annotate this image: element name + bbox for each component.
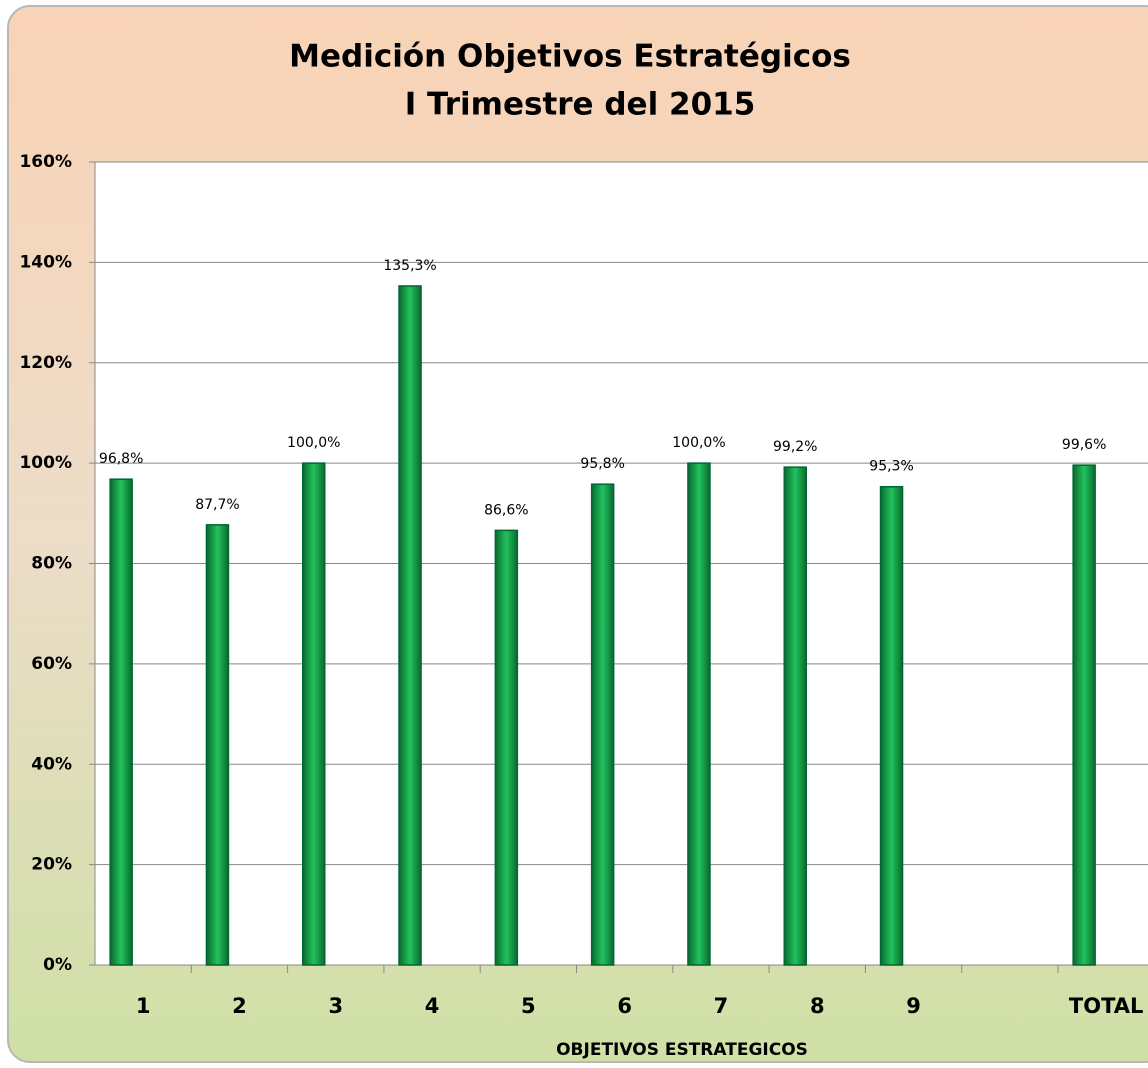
x-tick-label: 3 — [328, 994, 343, 1018]
bar — [398, 285, 422, 966]
data-label: 96,8% — [99, 451, 143, 467]
data-label: 87,7% — [195, 497, 239, 513]
y-tick-label: 40% — [31, 754, 72, 774]
y-tick-label: 140% — [19, 252, 72, 272]
bar — [205, 524, 230, 966]
bar — [687, 462, 711, 966]
bar — [879, 485, 904, 966]
y-tick-label: 160% — [19, 152, 72, 172]
x-tick-label: 4 — [425, 994, 440, 1018]
y-tick-label: 20% — [31, 855, 72, 875]
x-tick-label: 1 — [136, 994, 151, 1018]
x-tick-label: TOTAL — [1069, 994, 1144, 1018]
y-tick-label: 80% — [31, 554, 72, 574]
data-label: 100,0% — [672, 435, 725, 451]
bar — [590, 483, 615, 966]
y-tick-label: 100% — [19, 453, 72, 473]
data-label: 95,3% — [869, 459, 913, 475]
data-label: 86,6% — [484, 502, 528, 518]
data-label: 135,3% — [383, 258, 436, 274]
x-tick-label: 6 — [617, 994, 632, 1018]
data-label: 99,6% — [1062, 437, 1106, 453]
y-tick-label: 60% — [31, 654, 72, 674]
x-tick-label: 8 — [810, 994, 825, 1018]
y-tick-label: 0% — [43, 955, 72, 975]
x-tick-label: 9 — [906, 994, 921, 1018]
data-label: 99,2% — [773, 439, 817, 455]
bar — [109, 478, 133, 966]
x-tick-label: 7 — [714, 994, 729, 1018]
data-label: 100,0% — [287, 435, 340, 451]
bar — [302, 462, 326, 966]
bar — [1072, 464, 1096, 966]
bar — [783, 466, 807, 966]
data-label: 95,8% — [580, 456, 624, 472]
chart-title: Medición Objetivos Estratégicos — [289, 39, 851, 75]
x-axis-label: OBJETIVOS ESTRATEGICOS — [556, 1040, 808, 1060]
x-tick-label: 5 — [521, 994, 536, 1018]
x-tick-label: 2 — [232, 994, 247, 1018]
chart-subtitle: I Trimestre del 2015 — [405, 87, 756, 123]
y-tick-label: 120% — [19, 353, 72, 373]
bar — [494, 529, 519, 966]
